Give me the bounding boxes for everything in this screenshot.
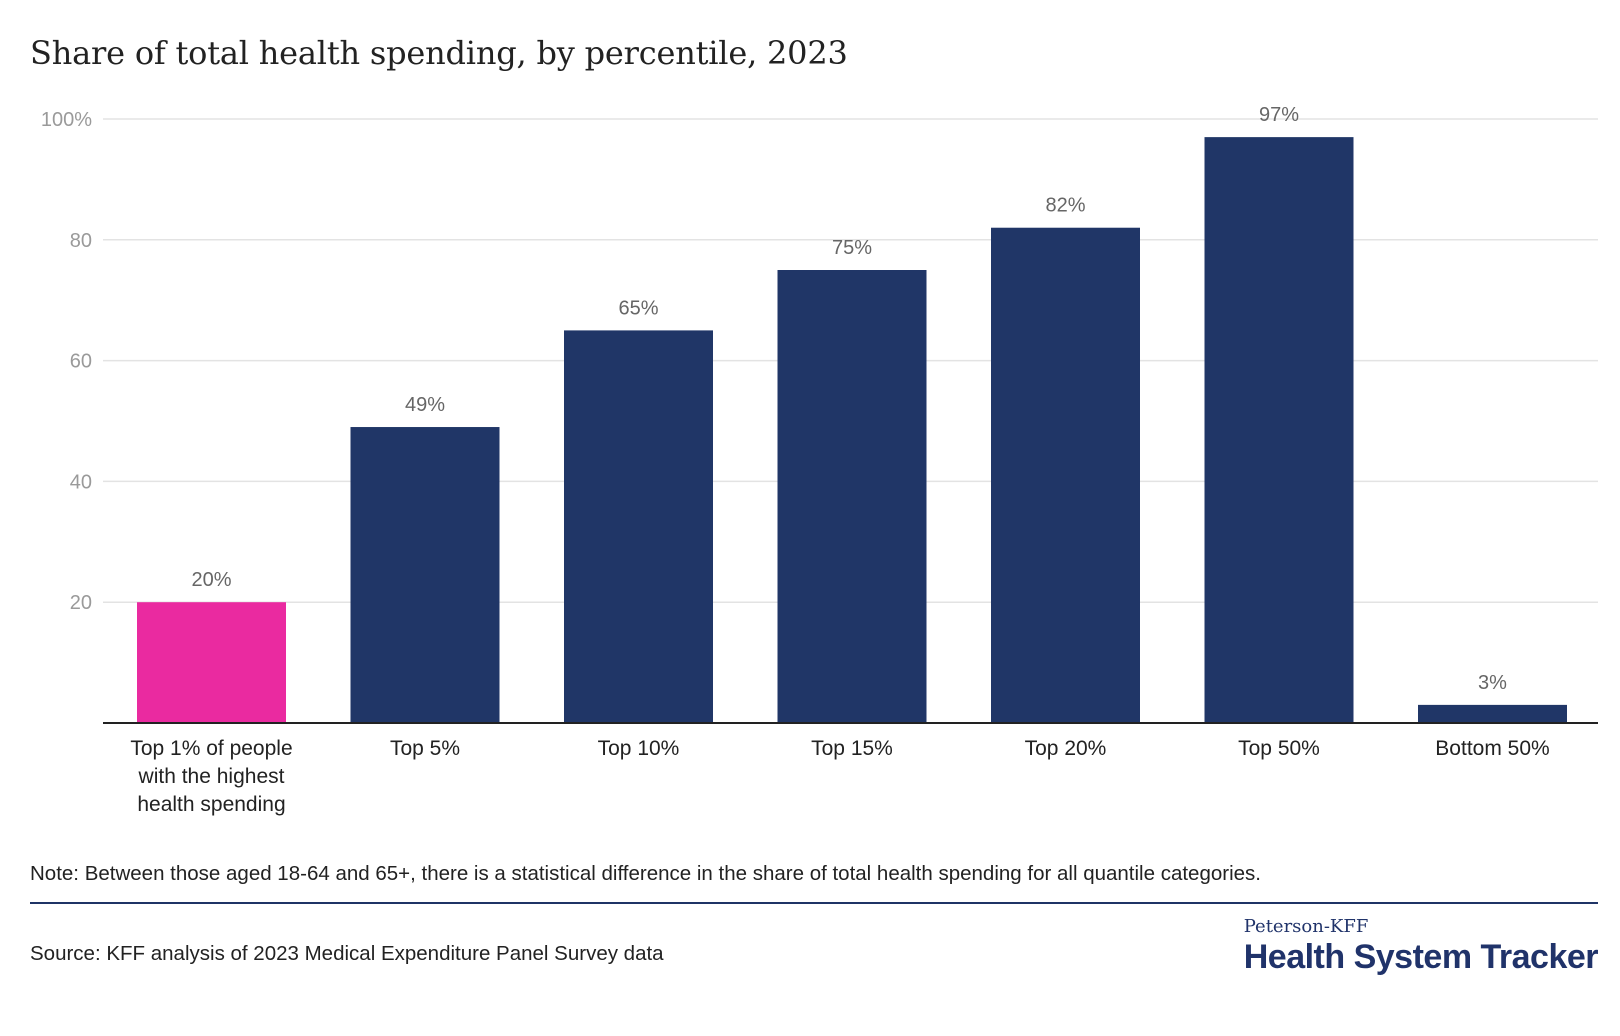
x-tick-label: Top 5%	[390, 737, 460, 760]
y-tick-label: 40	[70, 471, 92, 493]
data-label: 65%	[618, 297, 658, 319]
bar	[1204, 137, 1354, 723]
y-tick-label: 20	[70, 592, 92, 614]
chart-source: Source: KFF analysis of 2023 Medical Exp…	[30, 942, 664, 965]
brand-logo: Peterson-KFF Health System Tracker	[1243, 916, 1599, 977]
data-label: 3%	[1478, 672, 1507, 694]
bar	[777, 270, 927, 723]
y-tick-label: 60	[70, 351, 92, 373]
brand-logo-top: Peterson-KFF	[1243, 916, 1369, 937]
data-label: 20%	[191, 569, 231, 591]
bar	[991, 227, 1140, 723]
bar	[137, 602, 286, 723]
chart-title: Share of total health spending, by perce…	[30, 34, 848, 72]
x-tick-label: Top 1% of people	[130, 737, 292, 760]
data-label: 82%	[1045, 195, 1085, 217]
y-tick-label: 100%	[41, 109, 92, 131]
x-tick-label: Bottom 50%	[1435, 737, 1549, 760]
divider-rule	[30, 902, 1598, 904]
x-tick-label: Top 10%	[598, 737, 680, 760]
chart-note: Note: Between those aged 18-64 and 65+, …	[30, 862, 1261, 885]
data-label: 49%	[405, 394, 445, 416]
data-label: 97%	[1259, 104, 1299, 126]
x-tick-label: health spending	[137, 793, 285, 816]
x-tick-label: Top 50%	[1238, 737, 1320, 760]
y-tick-label: 80	[70, 230, 92, 252]
x-tick-label: Top 20%	[1025, 737, 1107, 760]
data-label: 75%	[832, 237, 872, 259]
x-tick-label: with the highest	[138, 765, 285, 788]
bar	[564, 330, 713, 723]
bar-chart: 20 40 60 80 100% 20% Top 1% of people with the …	[41, 104, 1598, 816]
x-tick-label: Top 15%	[811, 737, 893, 760]
bar	[350, 427, 500, 723]
bar	[1418, 704, 1567, 723]
brand-logo-main: Health System Tracker	[1243, 938, 1599, 976]
